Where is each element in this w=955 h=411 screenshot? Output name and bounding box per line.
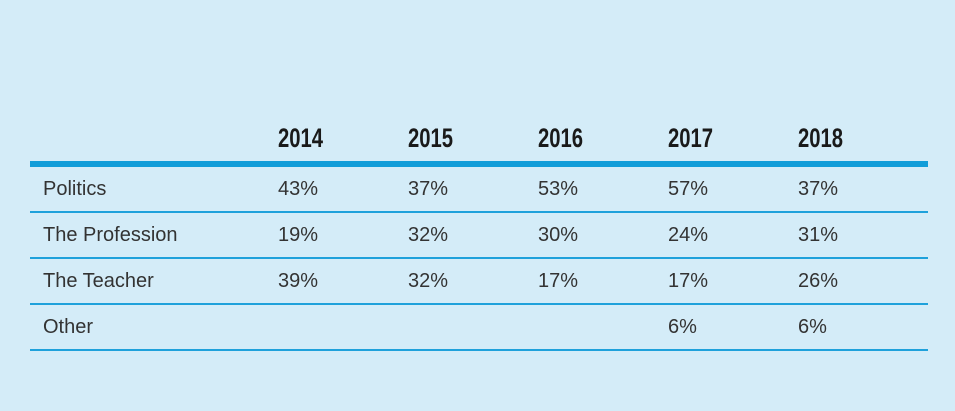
cell-value: 19% xyxy=(278,212,408,259)
row-label: Other xyxy=(30,304,278,351)
cell-value xyxy=(408,304,538,351)
header-year-2016: 2016 xyxy=(538,112,668,167)
cell-value: 6% xyxy=(798,304,928,351)
cell-value: 53% xyxy=(538,164,668,213)
cell-value: 30% xyxy=(538,212,668,259)
year-label: 2018 xyxy=(798,123,844,153)
table-row-other: Other 6% 6% xyxy=(30,304,928,351)
cell-value: 6% xyxy=(668,304,798,351)
cell-value: 37% xyxy=(798,164,928,213)
cell-value xyxy=(278,304,408,351)
year-label: 2016 xyxy=(538,123,584,153)
cell-value: 57% xyxy=(668,164,798,213)
cell-value xyxy=(538,304,668,351)
table-row-politics: Politics 43% 37% 53% 57% 37% xyxy=(30,164,928,213)
header-empty-cell xyxy=(30,112,278,167)
row-label: The Profession xyxy=(30,212,278,259)
cell-value: 24% xyxy=(668,212,798,259)
year-label: 2014 xyxy=(278,123,324,153)
cell-value: 32% xyxy=(408,212,538,259)
header-row: 2014 2015 2016 2017 2018 xyxy=(30,112,928,167)
cell-value: 26% xyxy=(798,258,928,305)
cell-value: 17% xyxy=(668,258,798,305)
year-label: 2017 xyxy=(668,123,714,153)
cell-value: 31% xyxy=(798,212,928,259)
row-label: Politics xyxy=(30,164,278,213)
table-row-profession: The Profession 19% 32% 30% 24% 31% xyxy=(30,212,928,259)
cell-value: 17% xyxy=(538,258,668,305)
row-label: The Teacher xyxy=(30,258,278,305)
header-year-2017: 2017 xyxy=(668,112,798,167)
year-label: 2015 xyxy=(408,123,454,153)
cell-value: 37% xyxy=(408,164,538,213)
cell-value: 32% xyxy=(408,258,538,305)
header-year-2015: 2015 xyxy=(408,112,538,167)
header-year-2018: 2018 xyxy=(798,112,928,167)
cell-value: 39% xyxy=(278,258,408,305)
header-year-2014: 2014 xyxy=(278,112,408,167)
table-row-teacher: The Teacher 39% 32% 17% 17% 26% xyxy=(30,258,928,305)
cell-value: 43% xyxy=(278,164,408,213)
data-table: 2014 2015 2016 2017 2018 Politics 43% 37… xyxy=(30,112,928,351)
